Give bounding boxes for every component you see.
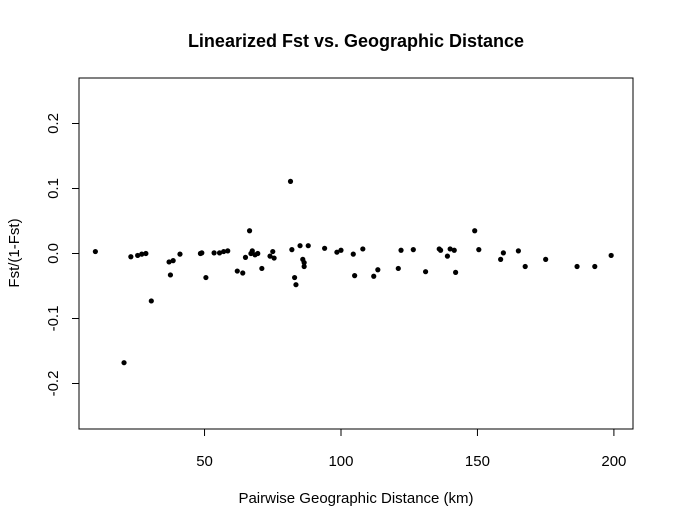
data-point [360, 246, 366, 252]
data-point [121, 360, 127, 366]
data-point [240, 270, 246, 276]
data-point [143, 250, 149, 257]
data-point [438, 247, 444, 253]
chart-title: Linearized Fst vs. Geographic Distance [188, 31, 524, 51]
data-point [543, 256, 549, 262]
data-point [259, 265, 265, 272]
x-tick-label: 50 [196, 453, 213, 470]
data-point [234, 268, 240, 274]
data-point [135, 252, 141, 259]
data-points [92, 178, 614, 366]
data-point [375, 267, 381, 273]
data-point [249, 248, 255, 254]
data-point [301, 260, 307, 266]
data-point [498, 256, 504, 262]
data-point [453, 269, 459, 275]
y-tick-label: 0.2 [45, 113, 62, 134]
x-tick-label: 150 [465, 453, 490, 470]
x-axis-label: Pairwise Geographic Distance (km) [238, 490, 473, 507]
data-point [297, 243, 303, 249]
data-point [271, 255, 277, 261]
data-point [246, 228, 253, 234]
data-point [92, 248, 98, 255]
data-point [338, 247, 344, 253]
data-point [322, 245, 328, 251]
data-point [371, 273, 377, 279]
y-tick-label: 0.0 [45, 243, 62, 264]
data-point [334, 249, 340, 255]
data-point [522, 263, 528, 270]
y-axis-label: Fst/(1-Fst) [6, 218, 23, 287]
data-point [270, 248, 276, 255]
data-point [410, 247, 416, 253]
data-point [291, 274, 298, 281]
data-point [574, 263, 580, 270]
x-tick-label: 100 [328, 453, 353, 470]
y-tick-label: -0.1 [45, 306, 62, 332]
data-point [166, 259, 172, 265]
data-point [447, 246, 453, 252]
y-tick-label: 0.1 [45, 178, 62, 199]
data-point [211, 250, 217, 256]
data-point [472, 228, 478, 234]
data-point [305, 243, 311, 249]
data-point [148, 298, 154, 304]
x-tick-label: 200 [601, 453, 626, 470]
data-point [203, 274, 209, 281]
data-point [352, 273, 358, 279]
data-point [170, 258, 176, 264]
data-point [128, 254, 134, 260]
y-tick-label: -0.2 [45, 371, 62, 397]
data-point [177, 251, 183, 257]
data-point [267, 253, 273, 259]
data-point [451, 247, 457, 253]
data-point [422, 269, 429, 275]
data-point [255, 250, 261, 257]
data-point [242, 254, 249, 260]
data-point [301, 263, 307, 270]
data-point [398, 247, 404, 253]
data-point [139, 251, 145, 257]
data-point [287, 178, 294, 184]
data-point [167, 272, 174, 278]
data-point [216, 250, 223, 256]
data-point [515, 248, 521, 254]
data-point [395, 265, 401, 272]
data-point [608, 252, 614, 259]
data-point [592, 263, 598, 270]
data-point [350, 251, 356, 257]
data-point [199, 250, 205, 256]
x-axis: 50 100 150 200 [196, 428, 626, 470]
data-point [444, 253, 451, 259]
data-point [221, 248, 227, 255]
y-axis: -0.2 -0.1 0.0 0.1 0.2 [45, 113, 80, 397]
data-point [293, 282, 299, 288]
data-point [476, 247, 482, 253]
data-point [289, 247, 295, 253]
plot-frame [78, 77, 634, 430]
data-point [500, 250, 506, 256]
data-point [225, 248, 231, 254]
